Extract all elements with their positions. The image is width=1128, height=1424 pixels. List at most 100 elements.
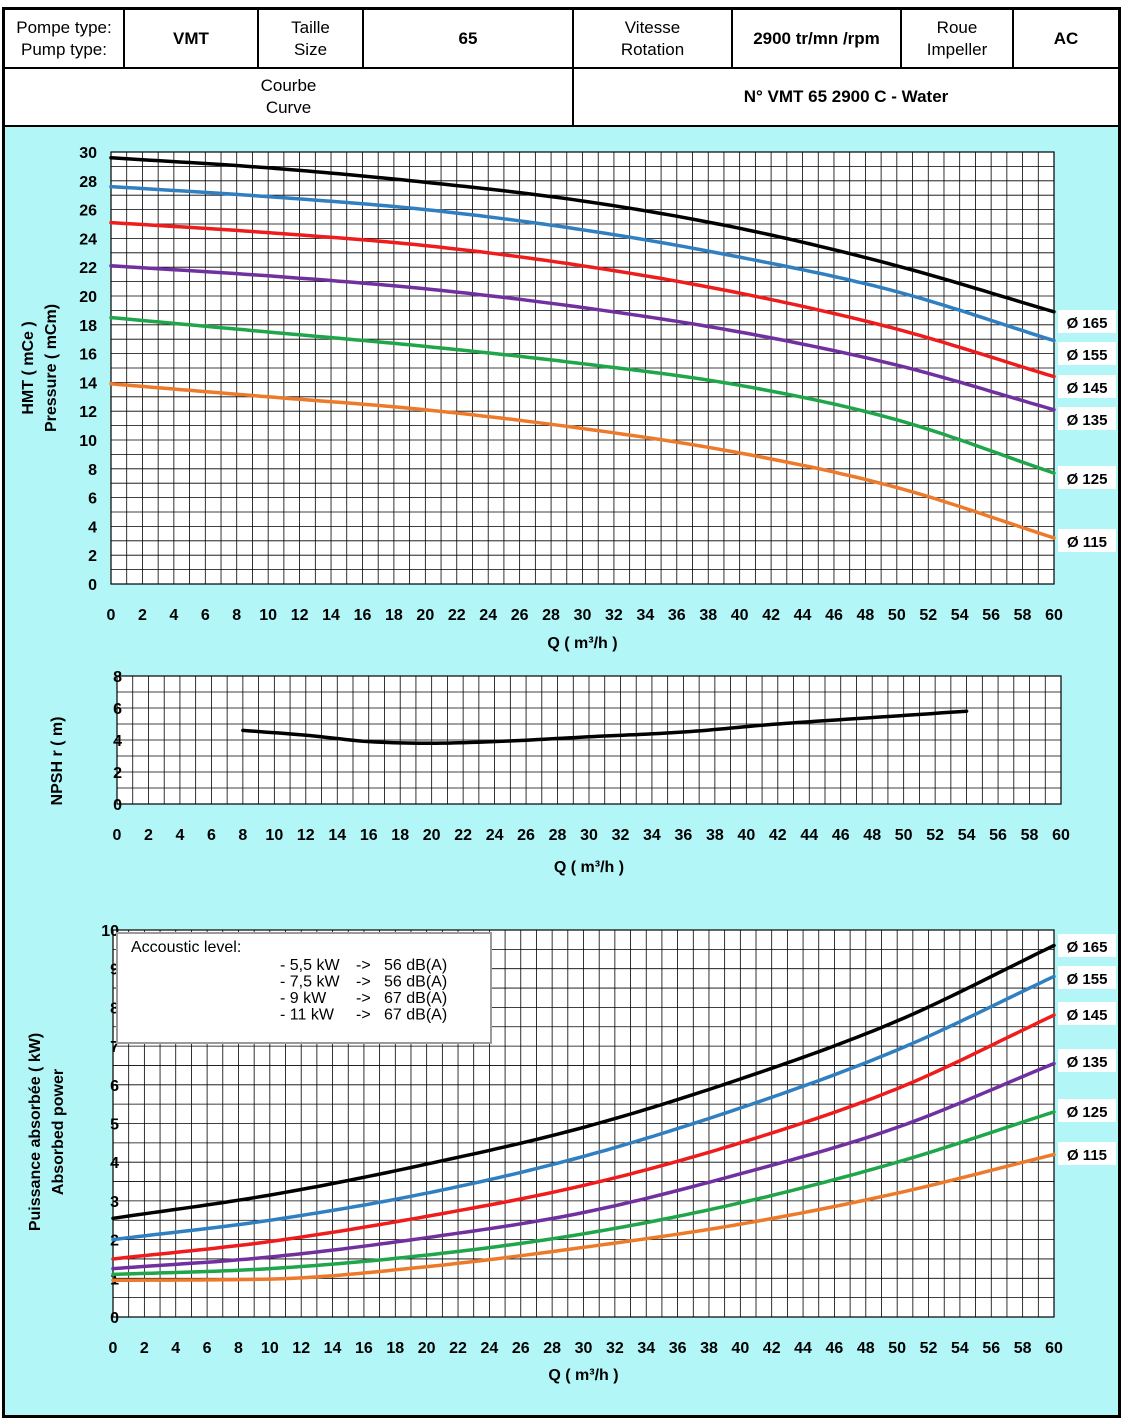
x-tick-label: 48 <box>857 607 875 624</box>
y-tick-label: 22 <box>79 260 97 277</box>
x-tick-label: 52 <box>919 607 937 624</box>
series-line-165 <box>109 156 1056 314</box>
x-tick-label: 22 <box>454 827 472 844</box>
x-tick-label: 34 <box>637 1340 655 1357</box>
y-tick-label: 10 <box>79 433 97 450</box>
x-tick-label: 60 <box>1045 1340 1063 1357</box>
series-line-115 <box>111 1152 1056 1282</box>
y-tick-label: 0 <box>110 1310 119 1327</box>
series-label-155: Ø 155 <box>1067 347 1108 364</box>
acoustic-level-arrow: -> <box>356 957 371 974</box>
plot-frame-2 <box>112 929 1055 1318</box>
x-tick-label: 4 <box>175 827 184 844</box>
x-tick-label: 16 <box>354 607 372 624</box>
speed-value: 2900 tr/mn /rpm <box>733 10 902 69</box>
series-label-bg <box>1058 375 1116 398</box>
y-tick-label: 7 <box>110 1039 119 1056</box>
pump-type-label-fr: Pompe type: <box>16 17 112 37</box>
x-tick-label: 50 <box>895 827 913 844</box>
x-tick-label: 42 <box>763 1340 781 1357</box>
speed-label-en: Rotation <box>620 39 685 59</box>
x-tick-label: 2 <box>138 607 147 624</box>
x-tick-label: 20 <box>423 827 441 844</box>
curve-number: N° VMT 65 2900 C - Water <box>574 69 1118 127</box>
x-tick-label: 42 <box>769 827 787 844</box>
y-axis-label: Pressure ( mCm) <box>43 304 60 432</box>
y-tick-label: 0 <box>88 577 97 594</box>
x-tick-label: 10 <box>259 607 277 624</box>
acoustic-level-db: 67 dB(A) <box>384 1007 447 1024</box>
acoustic-level-db: 56 dB(A) <box>384 974 447 991</box>
y-tick-label: 24 <box>79 231 97 248</box>
impeller-label-en: Impeller <box>926 39 988 59</box>
x-tick-label: 20 <box>416 607 434 624</box>
x-tick-label: 30 <box>575 1340 593 1357</box>
series-line-125 <box>109 315 1056 475</box>
y-tick-label: 8 <box>88 462 97 479</box>
y-tick-label: 3 <box>110 1194 119 1211</box>
x-tick-label: 26 <box>511 607 529 624</box>
x-tick-label: 0 <box>113 827 122 844</box>
y-axis-label: Puissance absorbée ( kW) <box>27 1033 44 1231</box>
x-tick-label: 38 <box>706 827 724 844</box>
series-label-125: Ø 125 <box>1067 1104 1108 1121</box>
x-tick-label: 50 <box>888 1340 906 1357</box>
x-tick-label: 32 <box>606 1340 624 1357</box>
acoustic-level-db: 56 dB(A) <box>384 957 447 974</box>
series-line-155 <box>111 974 1056 1242</box>
x-tick-label: 12 <box>291 607 309 624</box>
x-tick-label: 32 <box>605 607 623 624</box>
x-axis-label: Q ( m³/h ) <box>554 859 624 876</box>
x-tick-label: 18 <box>391 827 409 844</box>
series-line-145 <box>111 1013 1056 1261</box>
x-tick-label: 56 <box>982 607 1000 624</box>
series-label-165: Ø 165 <box>1067 939 1108 956</box>
x-tick-label: 46 <box>826 1340 844 1357</box>
header-table: Pompe type: Pump type: VMT Taille Size 65 … <box>5 10 1118 127</box>
x-tick-label: 10 <box>265 827 283 844</box>
x-tick-label: 40 <box>731 1340 749 1357</box>
series-label-145: Ø 145 <box>1067 1007 1108 1024</box>
series-label-115: Ø 115 <box>1067 534 1107 551</box>
x-tick-label: 4 <box>171 1340 180 1357</box>
x-tick-label: 60 <box>1052 827 1070 844</box>
x-tick-label: 0 <box>107 607 116 624</box>
x-tick-label: 44 <box>800 827 818 844</box>
series-line-145 <box>109 220 1056 379</box>
impeller-label-fr: Roue <box>936 17 978 37</box>
x-tick-label: 2 <box>144 827 153 844</box>
x-tick-label: 30 <box>580 827 598 844</box>
y-tick-label: 2 <box>113 765 122 782</box>
x-axis-label: Q ( m³/h ) <box>548 1367 618 1384</box>
x-tick-label: 20 <box>418 1340 436 1357</box>
x-tick-label: 40 <box>737 827 755 844</box>
x-tick-label: 60 <box>1045 607 1063 624</box>
x-tick-label: 48 <box>857 1340 875 1357</box>
x-axis-label: Q ( m³/h ) <box>547 635 617 652</box>
x-tick-label: 26 <box>512 1340 530 1357</box>
series-label-bg <box>1058 966 1116 989</box>
x-tick-label: 36 <box>669 1340 687 1357</box>
series-label-bg <box>1058 1099 1116 1122</box>
series-label-bg <box>1058 407 1116 430</box>
x-tick-label: 22 <box>449 1340 467 1357</box>
impeller-value: AC <box>1014 10 1118 69</box>
x-tick-label: 58 <box>1014 1340 1032 1357</box>
x-tick-label: 22 <box>448 607 466 624</box>
series-label-bg <box>1058 1049 1116 1072</box>
y-tick-label: 6 <box>110 1078 119 1095</box>
x-tick-label: 54 <box>951 607 969 624</box>
x-tick-label: 56 <box>989 827 1007 844</box>
x-tick-label: 2 <box>140 1340 149 1357</box>
x-tick-label: 54 <box>958 827 976 844</box>
x-tick-label: 24 <box>486 827 504 844</box>
x-tick-label: 18 <box>386 1340 404 1357</box>
size-label-cell: Taille Size <box>259 10 364 69</box>
x-tick-label: 44 <box>794 607 812 624</box>
acoustic-level-box <box>116 932 492 1044</box>
series-label-145: Ø 145 <box>1067 380 1108 397</box>
x-tick-label: 36 <box>668 607 686 624</box>
x-tick-label: 14 <box>324 1340 342 1357</box>
pump-type-label-en: Pump type: <box>20 39 107 59</box>
